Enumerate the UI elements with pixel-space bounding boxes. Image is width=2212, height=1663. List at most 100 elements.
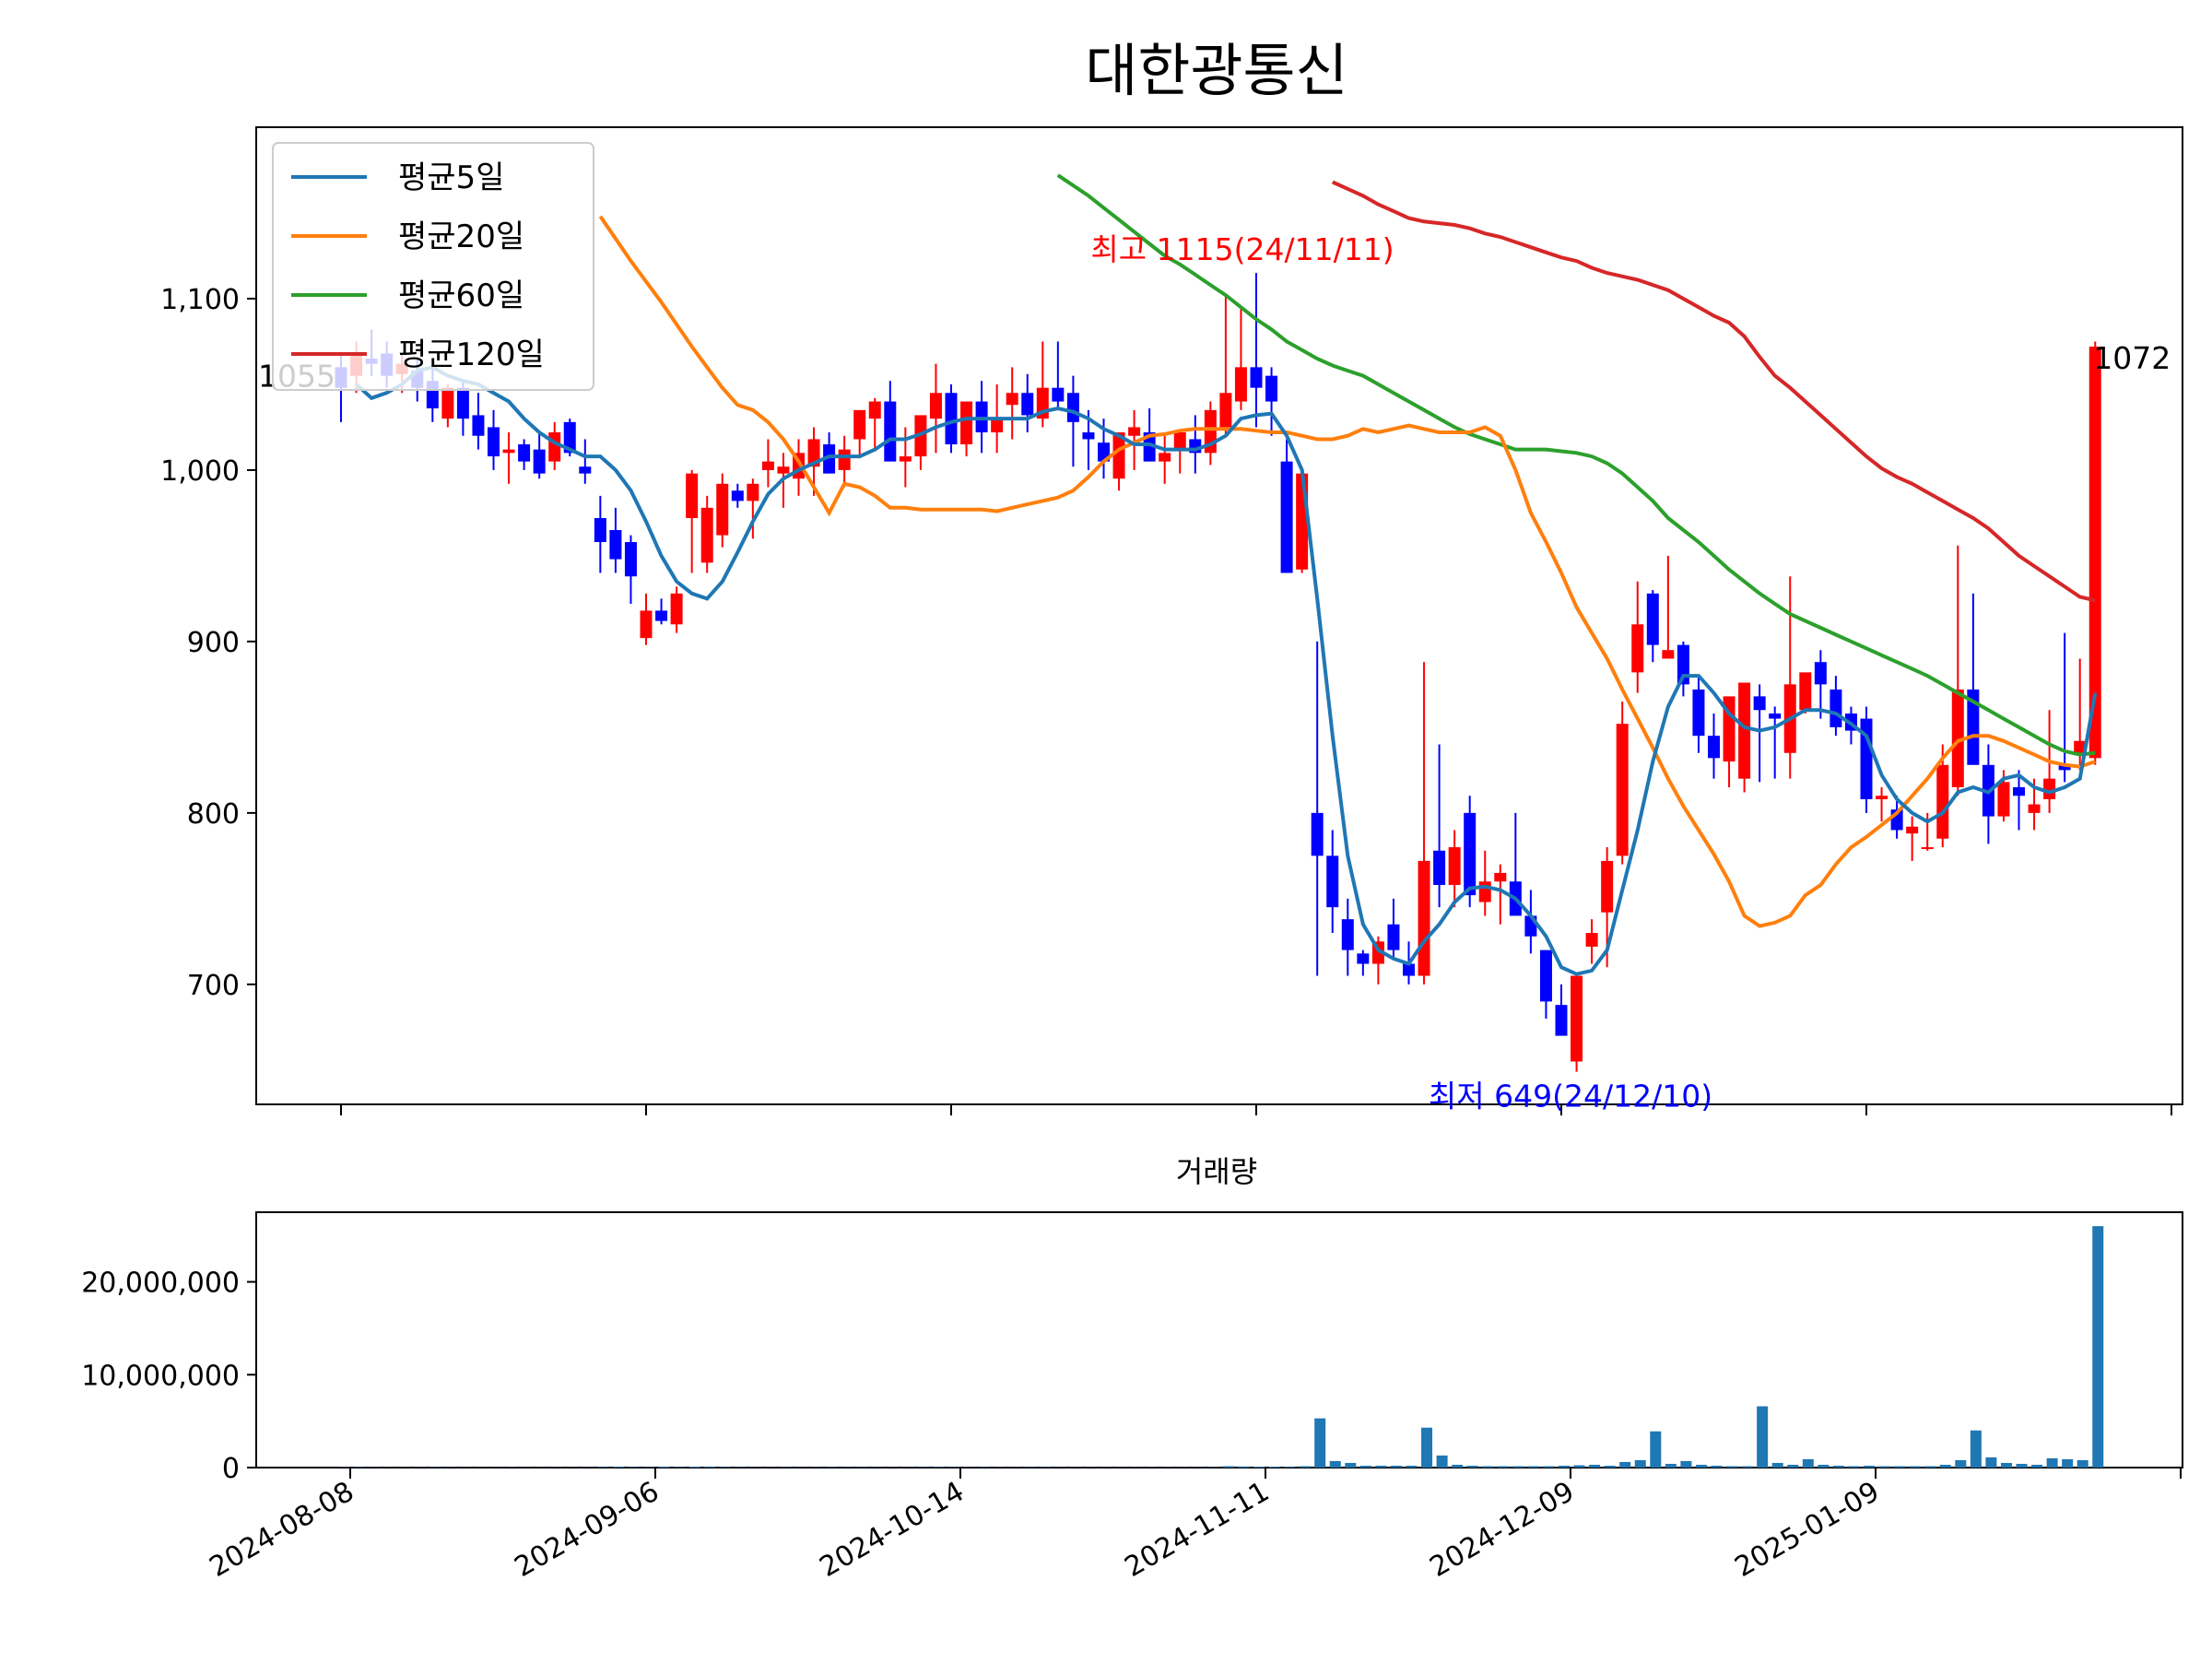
- volume-bar: [1300, 1466, 1311, 1468]
- legend-label: 평균120일: [398, 336, 545, 373]
- volume-ytick-label: 20,000,000: [81, 1268, 240, 1300]
- candle-body: [1006, 393, 1018, 405]
- candle-body: [1265, 376, 1277, 402]
- candle-body: [579, 466, 591, 473]
- volume-bar: [2047, 1458, 2058, 1468]
- volume-bar: [1589, 1465, 1600, 1468]
- volume-bar: [628, 1467, 639, 1468]
- volume-bar: [1864, 1466, 1875, 1468]
- volume-bar: [1619, 1462, 1630, 1468]
- volume-bar: [1650, 1432, 1661, 1468]
- volume-bar: [1375, 1466, 1386, 1468]
- volume-bar: [1391, 1466, 1402, 1468]
- legend-label: 평균20일: [398, 218, 524, 255]
- volume-bar: [1924, 1466, 1936, 1468]
- volume-bar: [1482, 1466, 1493, 1468]
- volume-bar: [659, 1467, 670, 1468]
- candle-body: [869, 402, 881, 419]
- volume-bar: [674, 1467, 685, 1468]
- volume-bar: [1772, 1463, 1783, 1468]
- volume-bar: [918, 1467, 929, 1468]
- chart-title: 대한광통신: [1085, 37, 1347, 104]
- candle-body: [641, 610, 653, 638]
- volume-bar: [1543, 1466, 1554, 1468]
- volume-bar: [1421, 1428, 1432, 1468]
- volume-bar: [781, 1467, 792, 1468]
- volume-bar: [933, 1467, 944, 1468]
- volume-bar: [2001, 1463, 2012, 1468]
- candle-body: [1815, 662, 1827, 684]
- candle-body: [1449, 847, 1461, 885]
- candle-body: [1876, 796, 1888, 799]
- volume-bar: [1894, 1466, 1905, 1468]
- low-annotation: 최저 649(24/12/10): [1429, 1079, 1712, 1115]
- candle-body: [1540, 950, 1552, 1002]
- volume-bar: [2031, 1465, 2042, 1468]
- candle-body: [1647, 594, 1659, 645]
- candle-body: [1021, 393, 1033, 415]
- volume-ytick-label: 0: [222, 1453, 240, 1485]
- price-ytick-label: 800: [187, 798, 240, 831]
- candle-body: [2013, 787, 2025, 796]
- candle-body: [1997, 782, 2009, 816]
- volume-bar: [2017, 1464, 2028, 1468]
- price-ytick-label: 1,000: [160, 455, 240, 488]
- volume-bar: [429, 1467, 441, 1468]
- last-close-label: 1072: [2093, 340, 2171, 376]
- candle-body: [1174, 432, 1186, 450]
- volume-bar: [1253, 1467, 1265, 1468]
- candle-body: [1769, 714, 1781, 719]
- candle-body: [853, 410, 865, 440]
- candle-body: [1251, 367, 1263, 387]
- candle-body: [1617, 724, 1629, 855]
- candle-body: [671, 594, 683, 624]
- volume-bar: [1787, 1465, 1798, 1468]
- candle-body: [1479, 881, 1491, 902]
- volume-bar: [1940, 1465, 1951, 1468]
- candle-body: [2029, 805, 2041, 813]
- volume-bar: [1040, 1467, 1051, 1468]
- volume-bar: [1605, 1466, 1616, 1468]
- volume-bar: [689, 1467, 700, 1468]
- volume-bar: [1635, 1460, 1646, 1468]
- volume-bar: [1238, 1467, 1249, 1468]
- volume-bar: [1437, 1456, 1448, 1468]
- candle-body: [488, 427, 500, 456]
- volume-bar: [1818, 1465, 1829, 1468]
- volume-bar: [1314, 1419, 1325, 1468]
- volume-title: 거래량: [1176, 1154, 1257, 1189]
- volume-bar: [1528, 1466, 1539, 1468]
- candle-body: [960, 402, 972, 444]
- candle-body: [1357, 953, 1369, 963]
- candle-body: [1464, 813, 1476, 895]
- candle-body: [1556, 1005, 1568, 1035]
- candle-body: [1418, 861, 1430, 976]
- candle-body: [1296, 474, 1308, 570]
- candle-body: [1754, 696, 1766, 710]
- candle-body: [1922, 847, 1934, 849]
- volume-bar: [1833, 1466, 1844, 1468]
- price-ytick-label: 1,100: [160, 284, 240, 316]
- candle-body: [1662, 650, 1674, 658]
- candle-body: [839, 450, 851, 470]
- volume-bar: [1742, 1466, 1753, 1468]
- volume-bar: [1803, 1459, 1814, 1468]
- volume-bar: [2062, 1459, 2073, 1468]
- volume-bar: [720, 1467, 731, 1468]
- candle-body: [686, 474, 698, 518]
- candle-body: [1830, 690, 1841, 727]
- candle-body: [1067, 393, 1079, 422]
- candle-body: [1799, 672, 1811, 710]
- volume-bar: [1207, 1467, 1218, 1468]
- volume-bar: [1985, 1457, 1996, 1468]
- candle-body: [1128, 427, 1140, 435]
- candle-body: [1052, 388, 1064, 402]
- candle-body: [441, 388, 453, 419]
- candle-body: [518, 444, 530, 462]
- candle-body: [777, 466, 789, 473]
- price-ytick-label: 900: [187, 627, 240, 659]
- volume-bar: [354, 1467, 365, 1468]
- volume-bar: [1360, 1466, 1371, 1468]
- volume-bar: [1498, 1466, 1509, 1468]
